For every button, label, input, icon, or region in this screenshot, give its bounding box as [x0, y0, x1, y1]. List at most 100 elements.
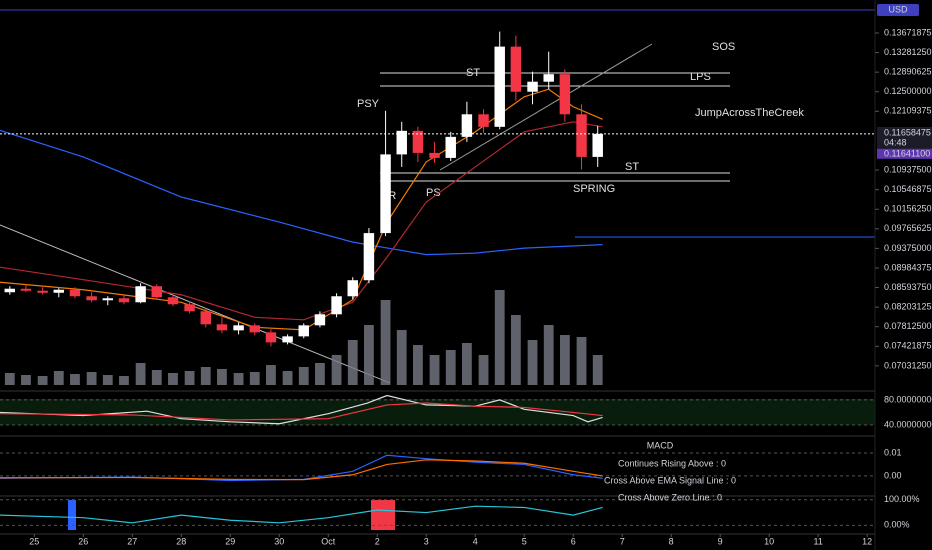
x-tick-label: 12: [862, 536, 872, 546]
y-tick-label: 0.00%: [884, 520, 910, 530]
volume-bar: [266, 365, 276, 385]
macd-note: Cross Above EMA Signal Line : 0: [604, 475, 736, 485]
volume-bar: [217, 369, 227, 385]
volume-bar: [21, 375, 31, 385]
y-tick-label: 0.07421875: [884, 341, 932, 351]
annotation: PS: [426, 187, 441, 199]
candle-body: [396, 130, 407, 155]
candle-body: [380, 154, 391, 234]
candle-body: [478, 114, 489, 127]
annotation: JumpAcrossTheCreek: [695, 107, 804, 119]
candle-body: [559, 74, 571, 115]
candle-body: [527, 81, 538, 92]
y-tick-label: 0.10546875: [884, 184, 932, 194]
stoch-line: [0, 505, 603, 524]
volume-bar: [494, 290, 505, 385]
y-tick-label: 0.12890625: [884, 67, 932, 77]
x-tick-label: Oct: [321, 536, 336, 546]
volume-bar: [543, 325, 554, 385]
candle-body: [233, 325, 244, 331]
x-tick-label: 11: [813, 536, 822, 546]
volume-bar: [364, 325, 374, 385]
candle-body: [576, 114, 587, 157]
rsi-line: [0, 394, 603, 425]
y-tick-label: 0.13281250: [884, 47, 932, 57]
y-tick-label: 0.08984375: [884, 262, 932, 272]
volume-bar: [478, 355, 489, 385]
volume-bar: [53, 371, 64, 385]
x-tick-label: 8: [669, 536, 674, 546]
y-tick-label: 0.12109375: [884, 106, 932, 116]
y-tick-label: 80.00000000: [884, 394, 932, 404]
x-tick-label: 25: [29, 536, 39, 546]
macd-note: Continues Rising Above : 0: [618, 458, 726, 468]
candle-body: [135, 286, 146, 303]
volume-bar: [249, 372, 260, 385]
y-tick-label: 100.00%: [884, 494, 920, 504]
volume-bar: [86, 372, 97, 385]
candle-body: [216, 324, 228, 331]
currency-box: [877, 4, 919, 16]
candle-body: [4, 288, 16, 293]
candle-body: [118, 298, 130, 303]
y-tick-label: 0.08203125: [884, 302, 932, 312]
volume-bar: [151, 370, 162, 385]
volume-bar: [445, 350, 456, 385]
candle-body: [363, 233, 375, 281]
candle-body: [592, 133, 603, 157]
volume-bar: [592, 355, 603, 385]
x-tick-label: 30: [274, 536, 284, 546]
trend-line: [0, 224, 391, 384]
candle-body: [429, 152, 440, 158]
y-tick-label: 0.08593750: [884, 282, 932, 292]
candle-body: [412, 130, 424, 153]
volume-bar: [396, 330, 407, 385]
x-tick-label: 4: [473, 536, 478, 546]
candle-body: [102, 298, 114, 301]
candle-body: [69, 289, 81, 297]
candle-body: [167, 297, 179, 305]
drawings: [0, 0, 876, 550]
volume-bar: [331, 355, 342, 385]
annotation: LPS: [690, 71, 711, 83]
x-tick-label: 3: [424, 536, 429, 546]
annotation: SPRING: [573, 183, 615, 195]
candle-body: [510, 46, 522, 92]
candle-body: [20, 288, 32, 291]
candle-body: [37, 290, 48, 293]
currency: USD: [888, 4, 908, 14]
annotation: ST: [466, 67, 480, 79]
volume-bar: [461, 343, 472, 385]
moving-average: [0, 129, 603, 256]
x-tick-label: 5: [522, 536, 527, 546]
x-tick-label: 6: [571, 536, 576, 546]
x-tick-label: 10: [764, 536, 774, 546]
annotation: ST: [625, 161, 639, 173]
price-label-box: [877, 126, 932, 149]
candle-body: [331, 296, 342, 315]
rsi-line: [0, 402, 603, 421]
macd-line: [0, 454, 603, 482]
countdown: 04:48: [884, 137, 907, 147]
volume-bar: [37, 376, 48, 385]
macd-title: MACD: [647, 440, 674, 450]
y-tick-label: 0.09765625: [884, 223, 932, 233]
volume-bar: [413, 345, 423, 385]
y-tick-label: 0.12500000: [884, 86, 932, 96]
volume-bar: [200, 367, 211, 385]
volume-bar: [102, 375, 113, 385]
candle-body: [184, 304, 195, 312]
candle-body: [265, 332, 277, 343]
y-tick-label: 0.07031250: [884, 360, 932, 370]
current-price-label: 0.11658475: [884, 127, 931, 137]
trend-line: [439, 43, 653, 171]
volume-bar: [135, 363, 146, 385]
candle-body: [314, 314, 326, 326]
volume-bar: [184, 371, 195, 385]
x-tick-label: 27: [127, 536, 137, 546]
candle-body: [494, 46, 505, 127]
candle-body: [282, 336, 293, 343]
volume-bar: [315, 363, 325, 385]
